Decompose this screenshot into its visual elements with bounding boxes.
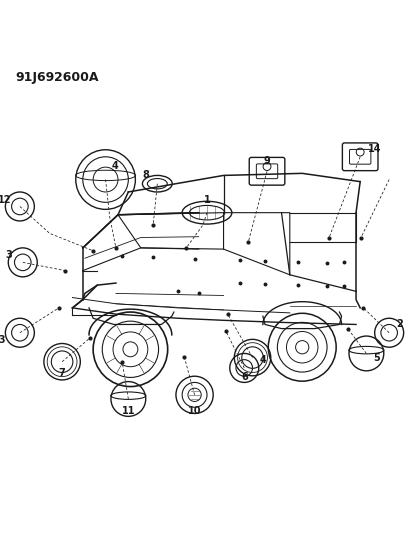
Text: 2: 2 — [396, 319, 402, 329]
Text: 6: 6 — [240, 373, 247, 383]
Text: 8: 8 — [142, 169, 149, 180]
Text: 2600A: 2600A — [54, 71, 98, 84]
Text: 14: 14 — [367, 143, 380, 154]
Text: 91J69: 91J69 — [16, 71, 55, 84]
Text: 4: 4 — [259, 355, 266, 365]
Text: 11: 11 — [121, 406, 135, 416]
Text: 1: 1 — [203, 195, 210, 205]
Text: 3: 3 — [6, 250, 12, 260]
Text: 4: 4 — [112, 161, 118, 171]
Text: 9: 9 — [263, 156, 270, 166]
Text: 5: 5 — [373, 353, 379, 362]
Text: 13: 13 — [0, 335, 6, 345]
Text: 12: 12 — [0, 195, 12, 205]
Text: 7: 7 — [59, 368, 65, 378]
Text: 10: 10 — [188, 406, 201, 416]
